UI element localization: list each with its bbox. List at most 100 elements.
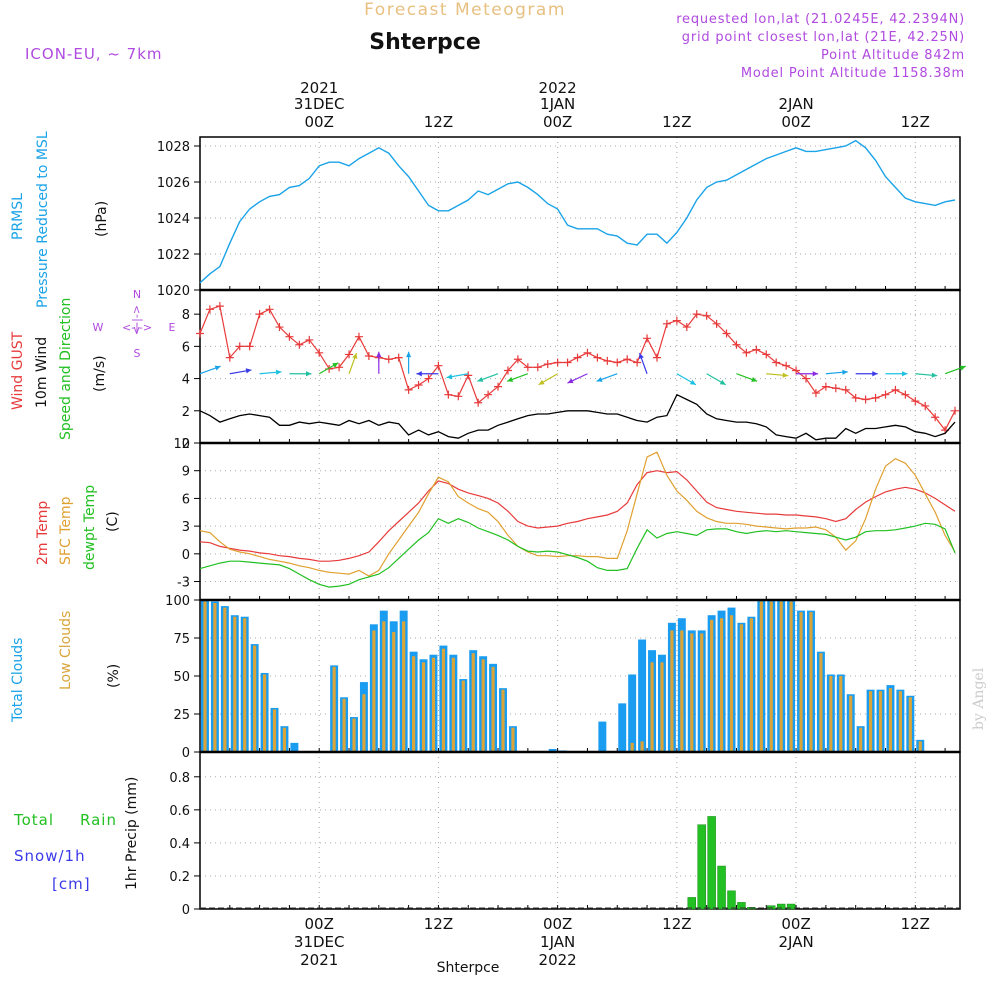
sfc-temp-line	[199, 451, 956, 577]
top-axis-label: 31DEC	[294, 95, 345, 113]
dew-label: dewpt Temp	[82, 485, 98, 570]
gridpoint-coords: grid point closest lon,lat (21E, 42.25N)	[682, 30, 965, 45]
model-altitude: Model Point Altitude 1158.38m	[741, 66, 965, 81]
y-tick-label: 12	[173, 437, 190, 452]
gust-marker	[811, 389, 820, 398]
location-name: Shterpce	[369, 30, 481, 55]
precip-bar	[767, 905, 776, 910]
requested-coords: requested lon,lat (21.0245E, 42.2394N)	[676, 12, 965, 27]
compass-w: W	[93, 321, 104, 334]
total-cloud-bar	[598, 721, 607, 752]
gust-marker	[523, 363, 532, 372]
low-cloud-bar	[243, 618, 247, 752]
low-cloud-bar	[839, 676, 843, 752]
wind-arrow-head	[638, 353, 644, 360]
wind-arrow-head	[842, 369, 848, 375]
wind-arrow-head	[872, 371, 878, 377]
compass-n: N	[133, 288, 141, 301]
low-cloud-bar	[451, 657, 455, 752]
low-cloud-bar	[779, 601, 783, 752]
low-cloud-bar	[213, 603, 217, 752]
wind-dir-label: Speed and Direction	[58, 298, 74, 440]
low-cloud-bar	[352, 718, 356, 752]
gust-marker	[434, 361, 443, 370]
y-tick-label: 6	[182, 340, 190, 355]
compass-arrow-h: <-|->	[122, 321, 152, 334]
y-tick-label: 0.6	[169, 804, 190, 819]
low-cloud-bar	[918, 741, 922, 752]
gust-line	[199, 305, 956, 432]
gust-marker	[901, 390, 910, 399]
gust-marker	[305, 335, 314, 344]
gust-marker	[672, 316, 681, 325]
footer-location: Shterpce	[437, 960, 500, 976]
gust-marker	[623, 355, 632, 364]
wind-arrow-head	[406, 351, 412, 358]
gust-marker	[196, 329, 204, 338]
gust-marker	[345, 350, 354, 359]
wind-arrow-head	[332, 362, 339, 368]
prmsl-line	[199, 139, 956, 284]
low-cloud-bar	[829, 676, 833, 752]
total-cloud-bar	[638, 639, 647, 752]
clouds-panel: 0 25 50 75 100	[165, 594, 961, 761]
wind-arrow-head	[214, 365, 221, 371]
top-axis-label: 2022	[539, 79, 577, 97]
y-tick-label: 1026	[157, 176, 190, 191]
low-cloud-bar	[501, 689, 505, 752]
gust-marker	[394, 353, 403, 362]
gust-marker	[792, 366, 801, 375]
gust-marker	[891, 385, 900, 394]
wind-arrow-head	[782, 372, 789, 378]
low-cloud-bar	[868, 691, 873, 752]
sfc-label: SFC Temp	[58, 496, 74, 565]
rain-label: Rain	[80, 811, 117, 829]
gust-marker	[384, 355, 393, 364]
gust-marker	[503, 366, 512, 375]
low-cloud-label: Low Clouds	[58, 611, 74, 690]
gust-marker	[732, 340, 741, 349]
y-tick-label: 0.8	[169, 771, 190, 786]
wind-arrow-head	[416, 371, 422, 377]
gust-marker	[573, 353, 582, 362]
gust-marker	[762, 350, 771, 359]
y-tick-label: 0	[182, 903, 190, 918]
gust-marker	[772, 358, 781, 367]
bottom-axis-label: 2022	[539, 951, 577, 969]
wind-arrow-head	[538, 379, 545, 385]
top-axis-label: 2021	[300, 79, 338, 97]
wind-arrow-head	[352, 353, 358, 360]
gust-marker	[474, 398, 483, 407]
y-tick-label: 2	[182, 405, 190, 420]
gust-marker	[752, 345, 761, 354]
low-cloud-bar	[769, 601, 773, 752]
top-axis-label: 12Z	[424, 113, 453, 131]
gust-marker	[275, 323, 284, 332]
gust-marker	[533, 363, 542, 372]
low-cloud-bar	[670, 630, 674, 752]
wind-arrow-head	[567, 378, 574, 384]
top-axis-label: 00Z	[543, 113, 572, 131]
gust-marker	[931, 413, 940, 422]
gust-marker	[205, 305, 214, 314]
precip-bar	[727, 890, 736, 910]
low-cloud-bar	[412, 656, 416, 752]
low-cloud-bar	[342, 698, 346, 752]
gust-marker	[921, 401, 930, 410]
precip-bar	[687, 897, 696, 910]
top-axis-label: 00Z	[781, 113, 810, 131]
snow-unit: [cm]	[52, 875, 91, 893]
gust-marker	[613, 358, 622, 367]
gust-marker	[633, 358, 642, 367]
wind-label: 10m Wind	[34, 337, 50, 408]
y-tick-label: 0	[182, 746, 190, 761]
pressure-label: Pressure Reduced to MSL	[35, 131, 51, 308]
total-cloud-label: Total Clouds	[10, 638, 26, 723]
top-axis-label: 2JAN	[778, 95, 813, 113]
low-cloud-bar	[421, 662, 426, 752]
point-altitude: Point Altitude 842m	[821, 48, 965, 63]
gust-marker	[464, 371, 473, 380]
gust-marker	[225, 353, 234, 362]
low-cloud-bar	[431, 657, 436, 752]
